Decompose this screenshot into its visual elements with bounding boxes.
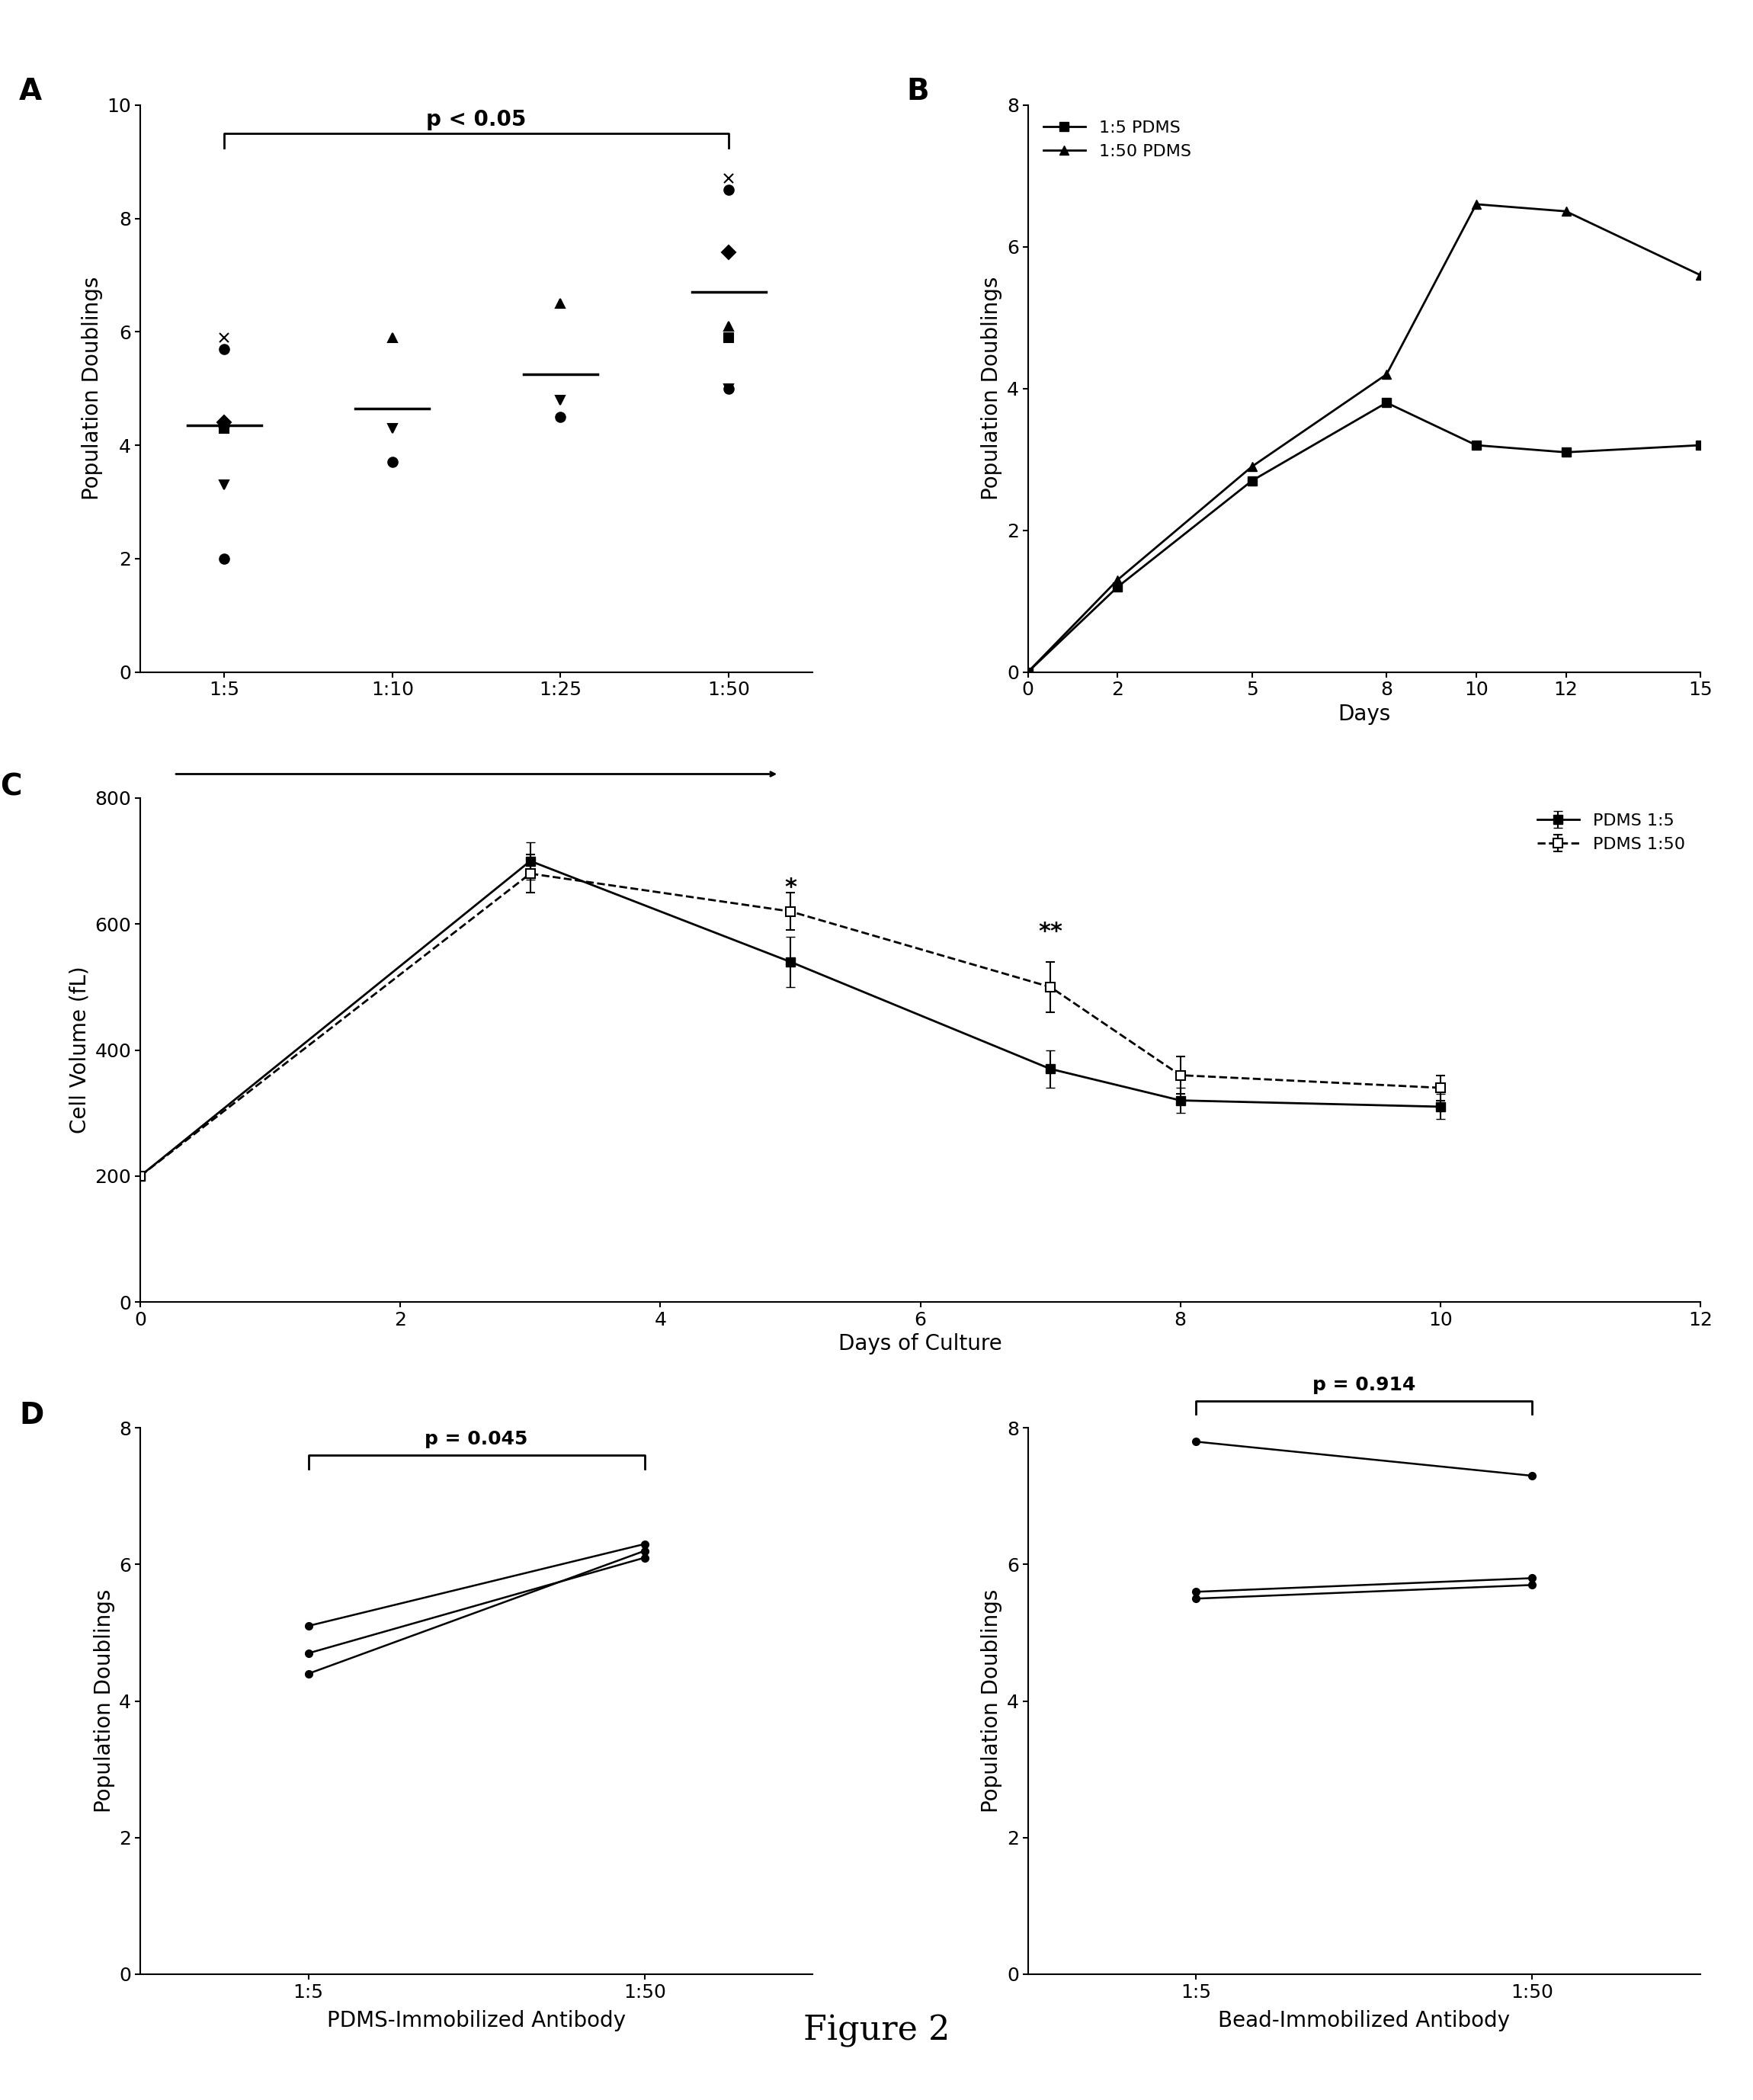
Text: C: C (0, 773, 21, 802)
Text: p = 0.914: p = 0.914 (1313, 1376, 1416, 1394)
1:5 PDMS (1690, 433, 1711, 458)
Line: 1:5 PDMS: 1:5 PDMS (1024, 399, 1704, 676)
X-axis label: Bead-Immobilized Antibody: Bead-Immobilized Antibody (1218, 2010, 1509, 2031)
Y-axis label: Population Doublings: Population Doublings (982, 277, 1003, 500)
Y-axis label: Population Doublings: Population Doublings (81, 277, 103, 500)
1:50 PDMS (1690, 262, 1711, 288)
Text: p < 0.05: p < 0.05 (426, 109, 526, 130)
Text: Figure 2: Figure 2 (803, 2014, 950, 2048)
Y-axis label: Cell Volume (fL): Cell Volume (fL) (70, 966, 91, 1134)
Text: Stiffness: Stiffness (435, 815, 517, 832)
1:50 PDMS (1108, 567, 1129, 592)
Text: A: A (19, 76, 42, 105)
1:50 PDMS (1376, 361, 1397, 386)
Line: 1:50 PDMS: 1:50 PDMS (1024, 200, 1704, 676)
Text: **: ** (1038, 920, 1062, 943)
X-axis label: PDMS-Immobilized Antibody: PDMS-Immobilized Antibody (328, 2010, 626, 2031)
1:50 PDMS (1017, 659, 1038, 685)
1:5 PDMS (1555, 439, 1576, 464)
1:5 PDMS (1017, 659, 1038, 685)
Y-axis label: Population Doublings: Population Doublings (982, 1590, 1003, 1812)
X-axis label: Days of Culture: Days of Culture (838, 1334, 1003, 1354)
Text: D: D (19, 1401, 44, 1430)
Text: B: B (906, 76, 929, 105)
1:5 PDMS (1376, 391, 1397, 416)
Legend: PDMS 1:5, PDMS 1:50: PDMS 1:5, PDMS 1:50 (1530, 806, 1692, 859)
1:50 PDMS (1466, 191, 1487, 216)
Y-axis label: Population Doublings: Population Doublings (93, 1590, 114, 1812)
1:5 PDMS (1466, 433, 1487, 458)
1:50 PDMS (1241, 454, 1262, 479)
1:5 PDMS (1108, 575, 1129, 601)
Text: p = 0.045: p = 0.045 (424, 1430, 528, 1449)
X-axis label: Days: Days (1338, 704, 1390, 724)
1:5 PDMS (1241, 468, 1262, 493)
Legend: 1:5 PDMS, 1:50 PDMS: 1:5 PDMS, 1:50 PDMS (1036, 113, 1197, 166)
Text: *: * (784, 876, 796, 899)
1:50 PDMS (1555, 200, 1576, 225)
